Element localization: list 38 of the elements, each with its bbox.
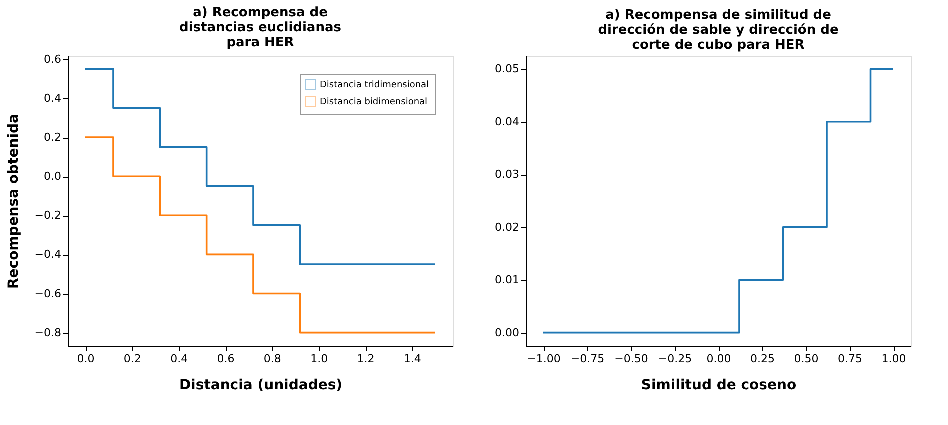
y-tick-label: 0.02: [495, 220, 520, 234]
x-tick-label: 0.6: [217, 352, 235, 366]
x-tick-label: 0.8: [264, 352, 282, 366]
y-tick-label: 0.03: [495, 168, 520, 182]
y-tick-label: 0.01: [495, 274, 520, 287]
x-tick-label: 1.00: [882, 352, 906, 366]
x-axis-title: Distancia (unidades): [179, 378, 343, 394]
y-tick-label: 0.0: [44, 170, 62, 184]
y-tick-label: 0.2: [44, 131, 62, 144]
x-tick-label: −0.25: [658, 352, 692, 366]
x-tick-label: 1.4: [404, 352, 422, 366]
y-tick-label: 0.00: [495, 326, 520, 340]
y-tick-label: −0.2: [34, 209, 62, 222]
x-axis-title: Similitud de coseno: [641, 378, 797, 394]
y-tick-label: −0.4: [34, 248, 62, 262]
y-tick-label: −0.6: [34, 287, 62, 300]
chart-title: a) Recompensa de distancias euclidianas para HER: [180, 5, 342, 50]
x-tick-label: 1.2: [357, 352, 375, 366]
x-tick-label: −0.50: [614, 352, 648, 366]
y-tick-label: 0.6: [44, 52, 62, 66]
x-tick-label: 0.50: [794, 352, 819, 366]
chart-title: a) Recompensa de similitud de dirección de sable y dirección de corte de cubo para HER: [598, 8, 839, 53]
x-tick-label: 0.0: [77, 352, 95, 366]
x-tick-label: 0.00: [706, 352, 732, 366]
x-tick-label: −1.00: [527, 352, 561, 366]
y-tick-label: 0.05: [495, 62, 520, 76]
x-tick-label: 0.4: [170, 352, 188, 366]
y-tick-label: 0.4: [44, 92, 62, 105]
x-tick-label: 1.0: [310, 352, 328, 366]
y-axis-title: Recompensa obtenida: [6, 114, 22, 289]
x-tick-label: 0.25: [750, 352, 775, 366]
legend-label: Distancia tridimensional: [320, 80, 430, 90]
x-tick-label: −0.75: [570, 352, 605, 366]
x-tick-label: 0.75: [838, 352, 862, 366]
y-tick-label: −0.8: [34, 326, 62, 340]
legend-label: Distancia bidimensional: [320, 98, 428, 108]
y-tick-label: 0.04: [495, 115, 520, 128]
x-tick-label: 0.2: [124, 352, 142, 366]
